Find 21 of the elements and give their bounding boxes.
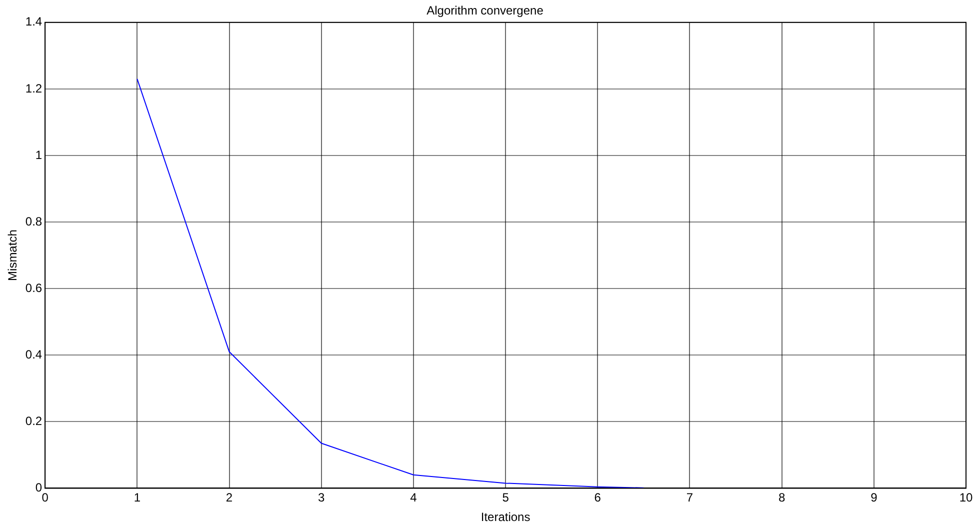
y-tick-label: 0.8 [25,214,42,228]
x-tick-label: 1 [134,490,141,505]
x-tick-label: 5 [502,490,510,505]
x-axis-title: Iterations [480,510,530,524]
x-tick-label: 10 [959,490,973,505]
x-tick-label: 6 [594,490,602,505]
x-tick-label: 7 [686,490,694,505]
y-tick-label: 1.4 [25,14,42,29]
x-tick-label: 8 [778,490,786,505]
chart-title: Algorithm convergene [426,4,544,18]
x-tick-label: 9 [870,490,878,505]
x-tick-label: 3 [318,490,326,505]
y-tick-label: 0.2 [25,414,42,428]
y-tick-label: 0.4 [25,347,42,362]
x-tick-label: 4 [410,490,418,505]
y-tick-label: 0.6 [25,280,42,295]
y-axis-title: Mismatch [6,230,20,281]
y-tick-label: 1.2 [25,81,42,96]
y-tick-label: 1 [35,148,42,162]
x-tick-label: 2 [226,490,233,505]
y-tick-label: 0 [35,480,42,495]
